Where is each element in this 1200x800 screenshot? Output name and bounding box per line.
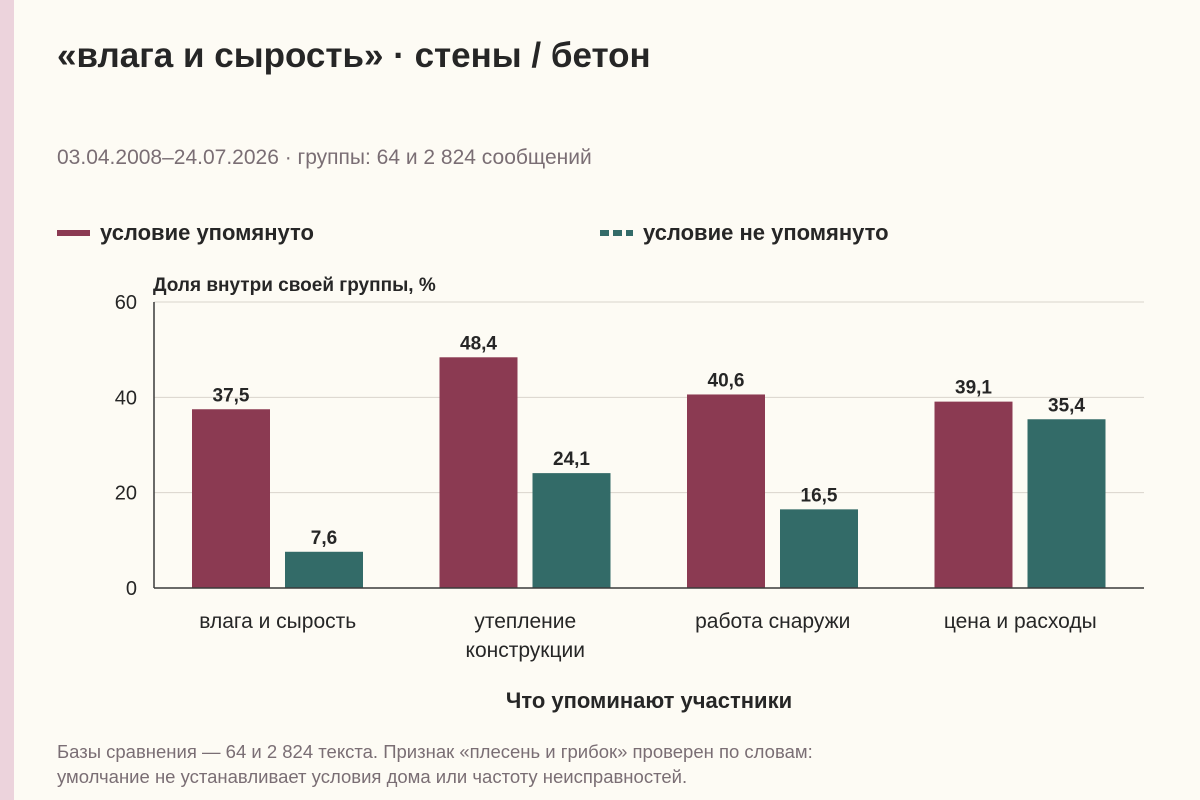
- footnote-line-2: умолчание не устанавливает условия дома …: [57, 766, 688, 787]
- bar-value-label: 40,6: [708, 370, 745, 391]
- bar-not-mentioned: [285, 551, 363, 588]
- y-tick-label: 0: [126, 578, 137, 600]
- y-tick-label: 60: [115, 292, 137, 314]
- legend-swatch-not-mentioned: [600, 230, 633, 236]
- bar-mentioned: [439, 357, 518, 588]
- legend-swatch-mentioned: [57, 230, 90, 236]
- page-title: «влага и сырость» · стены / бетон: [57, 36, 651, 75]
- y-tick-label: 20: [115, 483, 137, 505]
- chart-axes: [153, 302, 1144, 589]
- legend-item-not-mentioned: условие не упомянуто: [600, 219, 889, 247]
- bar-value-label: 7,6: [311, 528, 337, 549]
- bar-not-mentioned: [780, 509, 858, 588]
- bar-mentioned: [687, 394, 765, 588]
- bar-mentioned: [192, 409, 270, 588]
- bar-not-mentioned: [1027, 419, 1106, 588]
- x-category-label: влага и сырость: [199, 610, 356, 633]
- bar-value-label: 24,1: [553, 449, 590, 470]
- x-axis-title: Что упоминают участники: [506, 688, 792, 713]
- legend-item-mentioned: условие упомянуто: [57, 219, 314, 247]
- bar-value-label: 16,5: [801, 485, 838, 506]
- bar-value-label: 39,1: [955, 378, 992, 399]
- accent-strip: [0, 0, 14, 800]
- bar-value-label: 48,4: [460, 333, 497, 354]
- bar-value-label: 35,4: [1048, 395, 1085, 416]
- legend-label-mentioned: условие упомянуто: [100, 220, 314, 245]
- footnote-line-1: Базы сравнения — 64 и 2 824 текста. Приз…: [57, 741, 813, 762]
- bar-value-label: 37,5: [213, 385, 250, 406]
- legend-label-not-mentioned: условие не упомянуто: [643, 220, 889, 245]
- x-category-label: утепление конструкции: [466, 610, 585, 662]
- x-category-label: цена и расходы: [944, 610, 1097, 633]
- y-axis-title: Доля внутри своей группы, %: [153, 275, 436, 296]
- chart-labels: 0 20 40 60 37,5 48,4 40,6 39,1 7,6 24,1 16,5 35,4 вл…: [115, 292, 1097, 662]
- bar-not-mentioned: [532, 473, 611, 588]
- bar-mentioned: [934, 401, 1013, 588]
- page-subtitle: 03.04.2008–24.07.2026 · группы: 64 и 2 8…: [57, 146, 592, 169]
- chart-bars: [192, 357, 1106, 588]
- footnote: Базы сравнения — 64 и 2 824 текста. Приз…: [57, 739, 1157, 789]
- y-tick-label: 40: [115, 387, 137, 409]
- x-category-label: работа снаружи: [695, 610, 850, 633]
